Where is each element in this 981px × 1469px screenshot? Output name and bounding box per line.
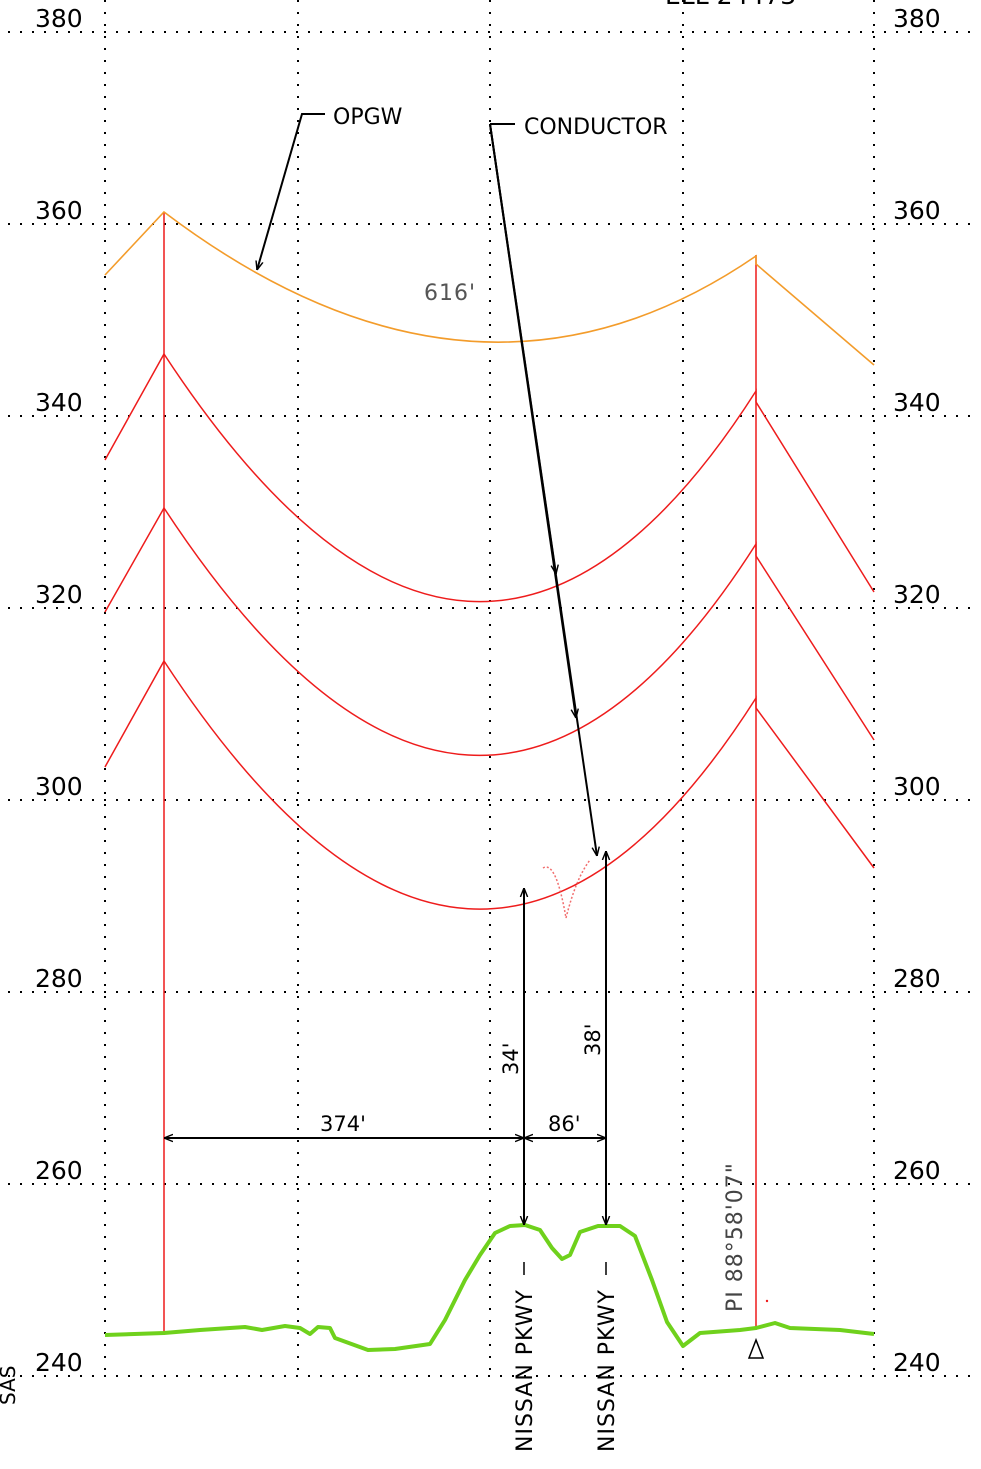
opgw-label: OPGW	[333, 105, 403, 130]
conductor-bottom	[104, 659, 875, 910]
clearance-left-label: 34'	[499, 1043, 523, 1076]
elevation-label: 260	[893, 1156, 941, 1185]
elevation-label: 340	[35, 388, 83, 417]
elevation-label: 360	[35, 196, 83, 225]
conductor-callout: CONDUCTOR	[489, 115, 668, 856]
elevation-label: 340	[893, 388, 941, 417]
conductor-middle	[104, 506, 875, 757]
road-label-right: NISSAN PKWY	[595, 1289, 620, 1452]
header-fragment: ELL 24473	[665, 0, 796, 10]
horizontal-dimension-right-label: 86'	[548, 1112, 581, 1136]
elevation-labels-left: 380 360 340 320 300 280 260 240	[35, 4, 83, 1377]
elevation-label: 320	[893, 580, 941, 609]
elevation-label: 380	[35, 4, 83, 33]
structures	[163, 212, 757, 1335]
horizontal-gridlines	[8, 31, 975, 1377]
elevation-label: 260	[35, 1156, 83, 1185]
elevation-labels-right: 380 360 340 320 300 280 260 240	[893, 4, 941, 1377]
clearance-right-label: 38'	[581, 1024, 605, 1057]
conductor-leader-bottom	[489, 123, 597, 856]
elevation-label: 280	[35, 964, 83, 993]
opgw-wire	[104, 210, 875, 366]
conductor-top	[104, 352, 875, 603]
road-crossings: NISSAN PKWY NISSAN PKWY	[513, 1262, 620, 1452]
elevation-label: 240	[893, 1348, 941, 1377]
elevation-label: 240	[35, 1348, 83, 1377]
horizontal-dimension-left-label: 374'	[320, 1112, 366, 1136]
elevation-label: 320	[35, 580, 83, 609]
opgw-callout: OPGW	[257, 105, 403, 270]
elevation-label: 280	[893, 964, 941, 993]
horizontal-dimensions: 374' 86'	[164, 1112, 606, 1138]
vertical-gridlines	[104, 0, 875, 1380]
span-length-label: 616'	[424, 281, 476, 306]
conductor-label: CONDUCTOR	[524, 115, 668, 140]
sag-deviation-mark	[542, 859, 591, 919]
pi-angle-label: PI 88°58'07"	[723, 1162, 748, 1312]
elevation-label: 300	[893, 772, 941, 801]
pi-marker-icon	[747, 1337, 765, 1359]
opgw-leader	[257, 113, 325, 270]
pi-dot	[765, 1299, 769, 1303]
conductor-wires	[104, 352, 875, 910]
elevation-label: 300	[35, 772, 83, 801]
sheet-fragment: SAS	[0, 1366, 20, 1405]
road-label-left: NISSAN PKWY	[513, 1289, 538, 1452]
elevation-label: 380	[893, 4, 941, 33]
pi-note: PI 88°58'07"	[723, 1162, 769, 1359]
elevation-label: 360	[893, 196, 941, 225]
ground-profile	[104, 1223, 875, 1352]
clearance-dimensions: 34' 38'	[499, 851, 606, 1225]
